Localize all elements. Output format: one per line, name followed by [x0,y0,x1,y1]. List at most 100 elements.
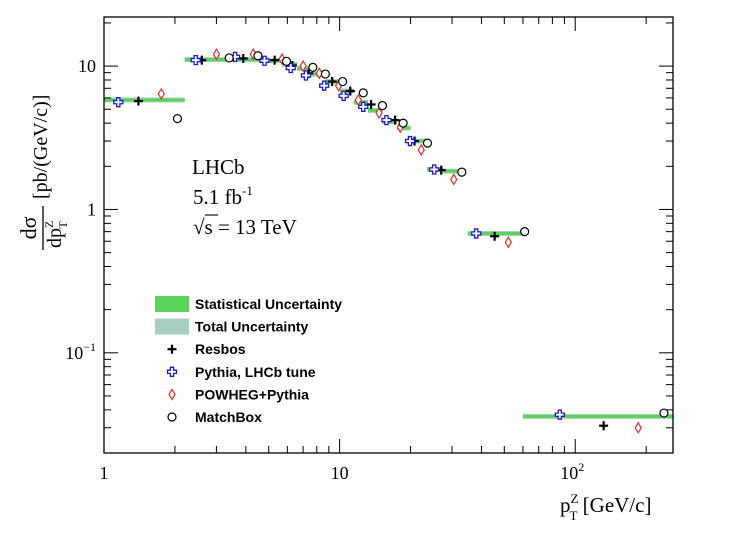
x-tick-label: 102 [560,460,584,483]
legend-marker-powheg [168,388,176,401]
data-point-circle [377,101,388,111]
data-point-openplus [190,55,201,66]
marker-circle [253,51,263,61]
marker-circle [281,56,292,66]
y-tick-base: 10 [65,343,83,363]
axis-ticks [103,17,673,454]
legend-label-matchbox: MatchBox [195,409,262,425]
marker-circle [457,167,467,177]
y-tick-label: 10−1 [65,340,96,363]
marker-circle [358,88,368,98]
y-tick-exponent: −1 [83,340,96,354]
marker-diamond [634,421,642,434]
statistical-uncertainty-band [443,169,459,173]
data-point-plus [327,77,337,87]
x-axis-title-main: p [560,493,571,517]
y-axis-title-denominator: dpZT [42,221,70,248]
marker-circle [398,118,408,128]
y-axis-title-unit: [pb/(GeV/c)] [30,95,52,199]
data-point-openplus [471,228,482,239]
data-point-openplus [300,70,312,81]
marker-open-cross [285,62,296,74]
luminosity-exponent: -1 [242,183,253,198]
data-point-circle [398,118,408,128]
x-axis-title-sub: T [569,508,577,523]
data-point-circle [172,114,183,124]
marker-open-cross [300,70,312,81]
marker-circle [422,138,433,148]
data-point-openplus [381,114,392,126]
marker-circle [320,69,330,79]
data-point-plus [270,55,280,65]
data-point-circle [253,51,263,61]
marker-open-cross [471,228,482,239]
data-point-diamond [417,143,425,157]
legend-marker-matchbox [167,412,177,422]
data-point-openplus [319,80,330,91]
data-point-circle [224,53,234,63]
luminosity-label: 5.1 fb-1 [193,183,253,209]
legend-swatch-total [155,318,189,335]
data-point-circle [281,56,292,66]
data-point-circle [659,408,669,418]
legend: Statistical Uncertainty Total Uncertaint… [155,296,342,425]
marker-diamond [417,143,425,157]
marker-circle [167,412,177,422]
energy-label: √s = 13 TeV [193,215,297,239]
luminosity-value: 5.1 fb [193,185,242,209]
statistical-uncertainty-band [522,414,673,418]
legend-swatch-statistical [155,296,189,312]
marker-diamond [157,87,165,101]
x-tick-label: 10 [331,463,349,483]
marker-circle [659,408,669,418]
marker-diamond [212,48,221,61]
marker-diamond [315,67,324,80]
data-point-circle [308,62,318,72]
marker-diamond [299,59,307,73]
marker-open-cross [404,135,416,147]
marker-circle [338,76,348,87]
data-point-openplus [404,135,416,147]
legend-label-total: Total Uncertainty [195,319,309,335]
marker-open-cross [338,90,349,101]
marker-open-cross [113,97,124,108]
marker-open-cross [166,366,178,377]
x-tick-label: 1 [100,463,109,483]
statistical-uncertainty-band [368,109,383,113]
experiment-label: LHCb [192,155,245,179]
legend-marker-pythia [166,366,178,377]
marker-open-cross [319,80,330,91]
legend-marker-symbol [167,412,177,422]
legend-marker-resbos [167,344,177,354]
data-point-diamond [504,236,513,249]
y-axis-title-den-main: dp [44,228,66,248]
y-axis-title: dσ dpZT [pb/(GeV/c)] [16,95,70,250]
marker-open-cross [190,55,201,66]
marker-diamond [375,106,383,120]
marker-circle [172,114,183,124]
y-axis-title-den-sub: T [56,221,70,229]
data-point-diamond [634,421,642,434]
data-point-diamond [315,67,324,80]
y-axis-title-den-sup: Z [42,221,56,228]
marker-circle [224,53,234,63]
data-point-openplus [338,90,349,101]
x-tick-exponent: 2 [578,460,584,474]
data-point-diamond [299,59,307,73]
data-point-plus [490,231,500,241]
marker-circle [520,227,530,237]
legend-label-statistical: Statistical Uncertainty [195,296,342,312]
data-point-openplus [429,164,440,175]
data-point-plus [390,115,400,125]
x-axis-title: pZ T [GeV/c] [560,491,651,523]
data-point-plus [238,53,248,63]
statistical-uncertainty-band [353,100,369,104]
marker-diamond [504,236,513,249]
marker-diamond [450,173,458,186]
legend-marker-symbol [167,344,177,354]
data-point-openplus [554,409,565,420]
marker-diamond [168,388,176,401]
data-point-diamond [375,106,383,120]
legend-marker-symbol [166,366,178,377]
